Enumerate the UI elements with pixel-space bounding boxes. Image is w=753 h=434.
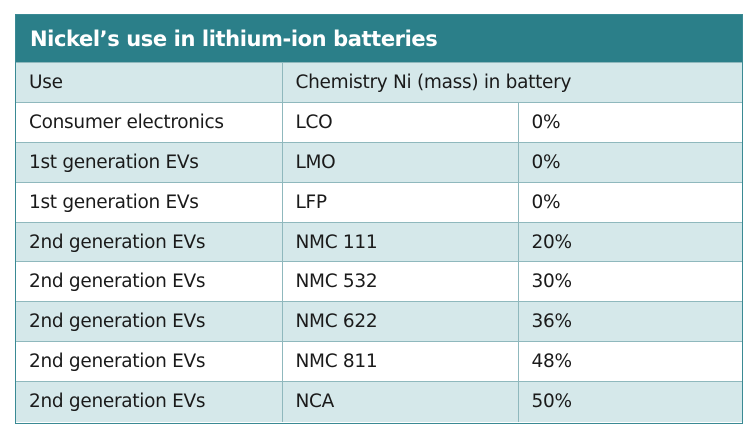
- cell-use: Consumer electronics: [16, 101, 283, 143]
- table-title-bar: Nickel’s use in lithium-ion batteries: [16, 15, 742, 62]
- table-row: Consumer electronics LCO 0%: [16, 101, 742, 143]
- cell-ni: 0%: [518, 141, 742, 183]
- header-row: Use Chemistry Ni (mass) in battery: [16, 62, 742, 103]
- cell-chemistry: NMC 622: [282, 301, 519, 342]
- table-row: 1st generation EVs LFP 0%: [16, 181, 742, 223]
- table-row: 2nd generation EVs NMC 111 20%: [16, 221, 742, 262]
- cell-chemistry: NMC 111: [282, 221, 519, 262]
- cell-ni: 48%: [518, 341, 742, 382]
- table-title: Nickel’s use in lithium-ion batteries: [30, 26, 438, 51]
- cell-chemistry: LCO: [282, 101, 519, 143]
- cell-chemistry: NMC 532: [282, 261, 519, 302]
- cell-use: 2nd generation EVs: [16, 341, 283, 382]
- header-use: Use: [16, 62, 283, 103]
- table-row: 2nd generation EVs NCA 50%: [16, 381, 742, 422]
- data-table: Use Chemistry Ni (mass) in battery Consu…: [16, 62, 742, 422]
- cell-ni: 0%: [518, 101, 742, 143]
- table-row: 2nd generation EVs NMC 811 48%: [16, 341, 742, 382]
- header-chemistry-ni: Chemistry Ni (mass) in battery: [282, 62, 742, 103]
- cell-use: 2nd generation EVs: [16, 381, 283, 422]
- nickel-table: Nickel’s use in lithium-ion batteries Us…: [15, 14, 743, 424]
- cell-ni: 20%: [518, 221, 742, 262]
- cell-chemistry: NMC 811: [282, 341, 519, 382]
- cell-use: 2nd generation EVs: [16, 261, 283, 302]
- cell-use: 2nd generation EVs: [16, 221, 283, 262]
- cell-ni: 30%: [518, 261, 742, 302]
- cell-chemistry: LMO: [282, 141, 519, 183]
- cell-ni: 50%: [518, 381, 742, 422]
- cell-use: 2nd generation EVs: [16, 301, 283, 342]
- cell-chemistry: NCA: [282, 381, 519, 422]
- table-row: 2nd generation EVs NMC 532 30%: [16, 261, 742, 302]
- cell-use: 1st generation EVs: [16, 141, 283, 183]
- cell-ni: 0%: [518, 181, 742, 223]
- cell-ni: 36%: [518, 301, 742, 342]
- cell-chemistry: LFP: [282, 181, 519, 223]
- table-row: 1st generation EVs LMO 0%: [16, 141, 742, 183]
- cell-use: 1st generation EVs: [16, 181, 283, 223]
- table-row: 2nd generation EVs NMC 622 36%: [16, 301, 742, 342]
